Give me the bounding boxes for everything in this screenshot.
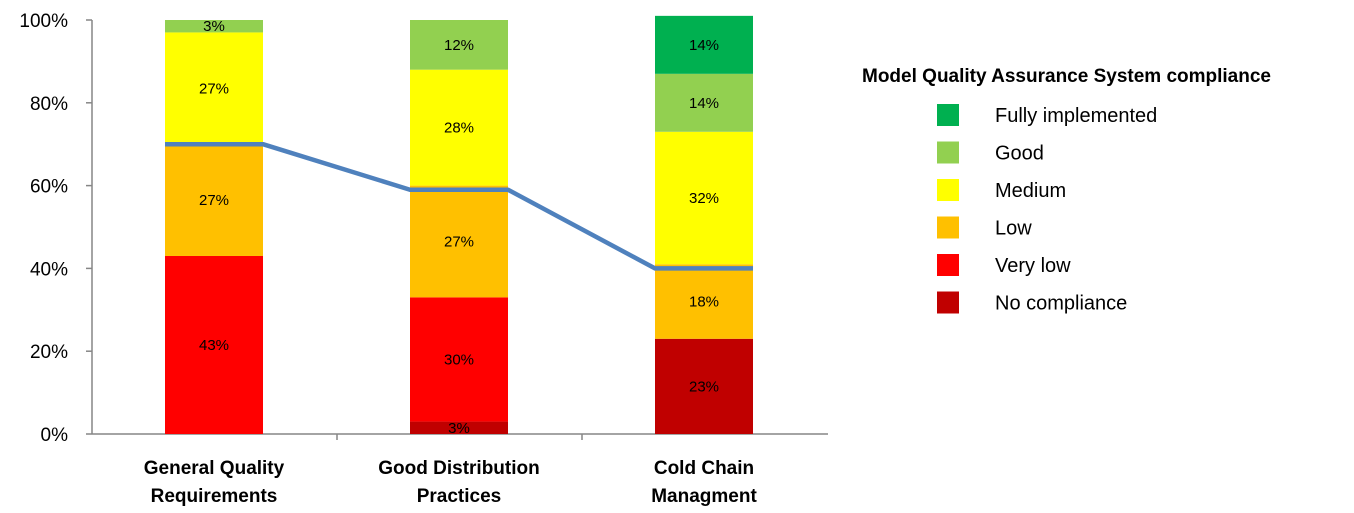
bar-segment [410, 421, 508, 434]
data-label: 18% [689, 294, 719, 311]
legend-label: No compliance [995, 293, 1127, 315]
data-label: 32% [689, 190, 719, 207]
data-label: 23% [689, 378, 719, 395]
data-label: 30% [444, 351, 474, 368]
data-label: 3% [448, 420, 470, 437]
data-label: 12% [444, 37, 474, 54]
bar-segment [165, 20, 263, 33]
y-tick-label: 0% [41, 425, 69, 446]
data-label: 27% [199, 192, 229, 209]
legend-label: Fully implemented [995, 105, 1157, 127]
bar-segment [165, 144, 263, 256]
legend-swatch [937, 104, 959, 126]
data-label: 28% [444, 120, 474, 137]
bar-segment [410, 297, 508, 422]
y-tick-label: 40% [30, 259, 68, 280]
legend-swatch [937, 291, 959, 314]
category-label: Practices [417, 486, 502, 507]
legend-title: Model Quality Assurance System complianc… [862, 66, 1271, 87]
legend-label: Medium [995, 180, 1066, 202]
bar-segment [410, 69, 508, 186]
legend: Model Quality Assurance System complianc… [862, 66, 1271, 315]
category-label: Good Distribution [378, 458, 539, 479]
category-label: Cold Chain [654, 458, 754, 479]
bar-segment [410, 20, 508, 70]
data-label: 14% [689, 95, 719, 112]
data-labels: 43% 27% 27% 3% 3% 30% 27% 28% 12% 23% 18% 32% 14% 14% [199, 18, 719, 437]
bars [165, 15, 753, 434]
legend-swatch [937, 179, 959, 201]
legend-swatch [937, 216, 959, 239]
bar-segment [655, 15, 753, 74]
category-label: General Quality [144, 458, 285, 479]
legend-label: Good [995, 143, 1044, 165]
y-tick-label: 80% [30, 94, 68, 115]
bar-segment [410, 185, 508, 298]
trend-line [165, 141, 753, 271]
legend-label: Low [995, 218, 1032, 240]
bar-segment [655, 131, 753, 265]
bar-segment [165, 255, 263, 434]
bar-segment [655, 264, 753, 339]
category-labels: General Quality Requirements Good Distribu… [144, 458, 758, 507]
category-label: Requirements [151, 486, 278, 507]
bar-segment [655, 338, 753, 434]
data-label: 3% [203, 18, 225, 35]
category-label: Managment [651, 486, 757, 507]
legend-swatch [937, 141, 959, 164]
legend-swatch [937, 254, 959, 276]
bar-segment [655, 73, 753, 132]
data-label: 27% [444, 233, 474, 250]
y-tick-label: 20% [30, 342, 68, 363]
legend-label: Very low [995, 255, 1071, 277]
data-label: 27% [199, 80, 229, 97]
y-tick-label: 100% [19, 11, 68, 32]
trend-line-group [165, 141, 753, 271]
bar-segment [165, 32, 263, 145]
data-label: 14% [689, 37, 719, 54]
y-tick-label: 60% [30, 177, 68, 198]
data-label: 43% [199, 337, 229, 354]
